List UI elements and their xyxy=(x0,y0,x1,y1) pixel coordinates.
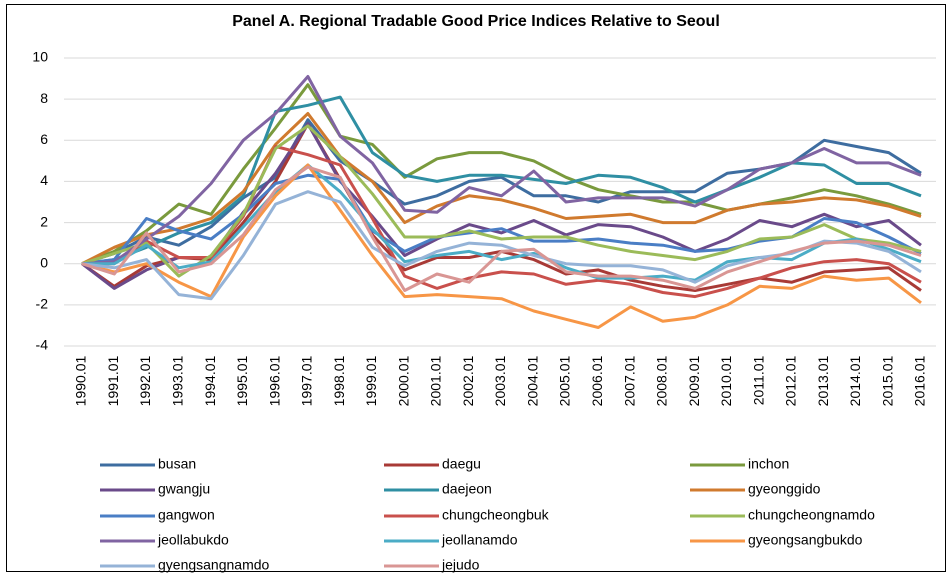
chart-title: Panel A. Regional Tradable Good Price In… xyxy=(232,13,720,30)
x-tick-label: 2003.01 xyxy=(492,356,508,407)
series-line xyxy=(81,75,922,266)
x-tick-label: 2015.01 xyxy=(879,356,895,407)
x-tick-label: 1999.01 xyxy=(363,356,379,407)
x-tick-label: 1994.01 xyxy=(202,356,218,407)
legend-label: jejudo xyxy=(441,557,480,573)
series-line xyxy=(82,163,922,282)
x-tick-label: 2012.01 xyxy=(783,356,799,407)
legend-label: gyeonggido xyxy=(748,481,821,497)
y-tick-label: 8 xyxy=(40,90,48,106)
series-line xyxy=(81,83,922,266)
legend-label: daejeon xyxy=(442,481,492,497)
legend-label: busan xyxy=(158,456,196,472)
x-tick-label: 1990.01 xyxy=(73,356,89,407)
x-tick-label: 2011.01 xyxy=(750,356,766,406)
series-line xyxy=(81,163,922,329)
x-tick-label: 1995.01 xyxy=(234,356,250,407)
legend-label: jeollabukdo xyxy=(157,532,229,548)
y-tick-label: 0 xyxy=(40,254,48,270)
series-line xyxy=(81,95,922,266)
x-tick-label: 2009.01 xyxy=(686,356,702,407)
x-tick-label: 1993.01 xyxy=(170,356,186,407)
x-tick-label: 2010.01 xyxy=(718,356,734,407)
x-tick-label: 2005.01 xyxy=(557,356,573,407)
series-line xyxy=(81,165,922,292)
y-tick-label: 2 xyxy=(40,213,48,229)
x-tick-label: 2013.01 xyxy=(815,356,831,407)
series-line xyxy=(81,112,922,266)
x-tick-label: 2008.01 xyxy=(654,356,670,407)
x-tick-label: 2016.01 xyxy=(912,356,928,407)
legend-label: daegu xyxy=(442,456,481,472)
legend-label: inchon xyxy=(748,456,789,472)
legend-label: gangwon xyxy=(158,507,215,523)
y-tick-label: 4 xyxy=(40,172,48,188)
x-tick-label: 2004.01 xyxy=(524,356,540,407)
x-tick-label: 1997.01 xyxy=(299,356,315,407)
y-tick-label: 10 xyxy=(32,49,48,65)
x-tick-label: 2006.01 xyxy=(589,356,605,407)
x-tick-label: 2000.01 xyxy=(395,356,411,407)
series-line xyxy=(81,124,922,278)
y-tick-label: -2 xyxy=(36,296,49,312)
x-tick-label: 1992.01 xyxy=(137,356,153,407)
y-tick-label: -4 xyxy=(36,337,49,353)
legend-label: jeollanamdo xyxy=(441,532,518,548)
x-tick-label: 2002.01 xyxy=(460,356,476,407)
legend-label: gwangju xyxy=(158,481,210,497)
x-tick-label: 2007.01 xyxy=(621,356,637,407)
x-tick-label: 2014.01 xyxy=(847,356,863,407)
x-tick-label: 2001.01 xyxy=(428,356,444,407)
y-tick-label: 6 xyxy=(40,131,48,147)
x-tick-label: 1991.01 xyxy=(105,356,121,407)
legend-label: chungcheongnamdo xyxy=(748,507,875,523)
legend-label: gyengsangnamdo xyxy=(158,557,270,573)
legend-label: gyeongsangbukdo xyxy=(748,532,863,548)
x-tick-label: 1996.01 xyxy=(266,356,282,407)
legend-label: chungcheongbuk xyxy=(442,507,550,523)
x-tick-label: 1998.01 xyxy=(331,356,347,407)
